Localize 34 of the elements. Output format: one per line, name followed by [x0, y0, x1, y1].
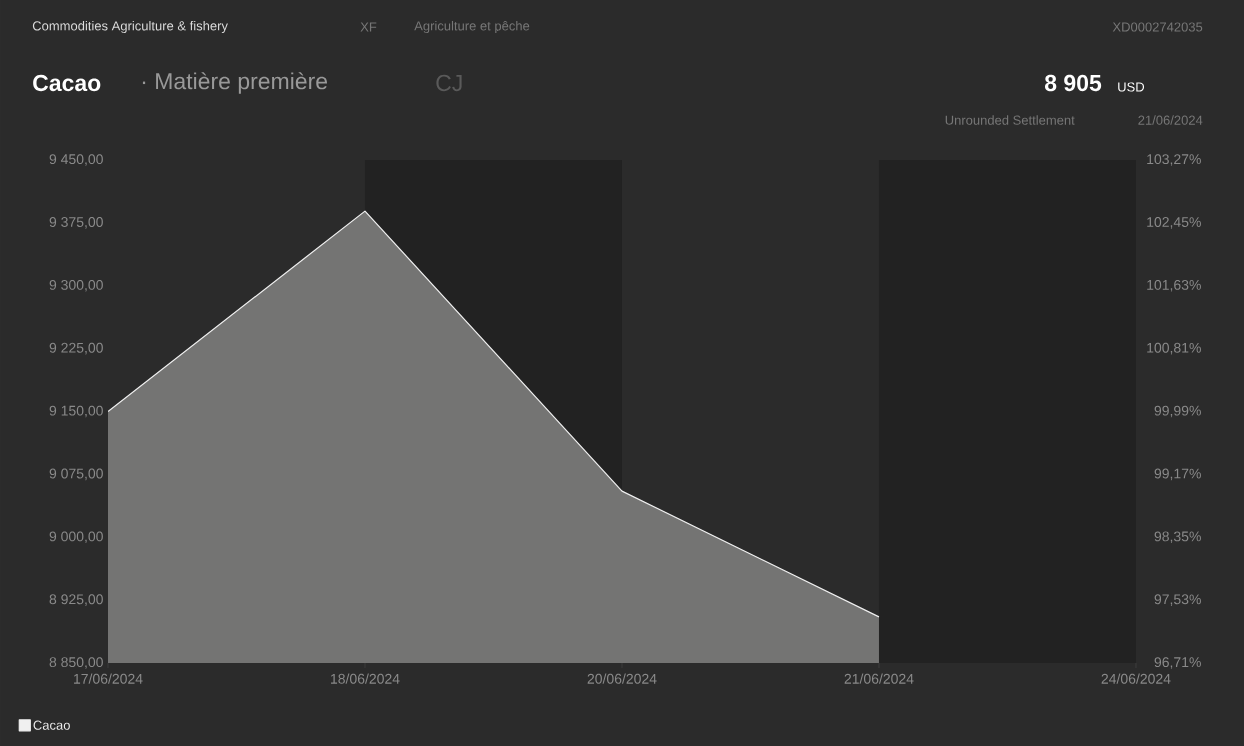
y2-tick-label: 99,99%	[1154, 405, 1201, 418]
text: Unrounded Settlement	[945, 115, 1075, 125]
y-tick-label: 9 000,00	[49, 531, 103, 544]
text: Agriculture et pêche	[414, 20, 530, 34]
y2-tick-label: 103,27%	[1147, 154, 1201, 166]
x-tick-label: 18/06/2024	[331, 673, 400, 684]
x-tick-label: 24/06/2024	[1101, 673, 1171, 684]
y-tick-label: 9 300,00	[49, 279, 103, 292]
text: USD	[1118, 82, 1145, 92]
y-tick-label: 9 375,00	[49, 217, 103, 229]
x-tick-label: 21/06/2024	[844, 673, 914, 684]
y-tick-label: 8 850,00	[49, 657, 103, 669]
x-tick-label: 20/06/2024	[587, 673, 657, 684]
y2-tick-label: 98,35%	[1154, 531, 1201, 544]
y-tick-label: 8 925,00	[49, 594, 103, 606]
y2-tick-label: 100,81%	[1147, 342, 1201, 355]
y-tick-label: 9 075,00	[49, 468, 103, 481]
y-tick-label: 9 450,00	[49, 154, 103, 166]
chart-title: Cacao	[33, 74, 101, 92]
y2-tick-label: 96,71%	[1154, 657, 1201, 669]
text: 21/06/2024	[1138, 115, 1203, 125]
text: XD0002742035	[1112, 22, 1203, 32]
y2-tick-label: 102,45%	[1147, 217, 1201, 229]
text: XF	[360, 22, 377, 32]
y2-tick-label: 97,53%	[1154, 594, 1201, 606]
x-tick-label: 17/06/2024	[74, 673, 143, 684]
chart-subtitle: · Matière première	[142, 72, 328, 94]
legend-label: Cacao	[33, 720, 70, 730]
y2-tick-label: 101,63%	[1147, 279, 1201, 292]
text: 8 905	[1044, 74, 1102, 92]
y-tick-label: 9 225,00	[49, 342, 103, 355]
y-tick-label: 9 150,00	[49, 405, 103, 418]
text: Commodities Agriculture & fishery	[32, 20, 228, 34]
y2-tick-label: 99,17%	[1154, 468, 1201, 481]
